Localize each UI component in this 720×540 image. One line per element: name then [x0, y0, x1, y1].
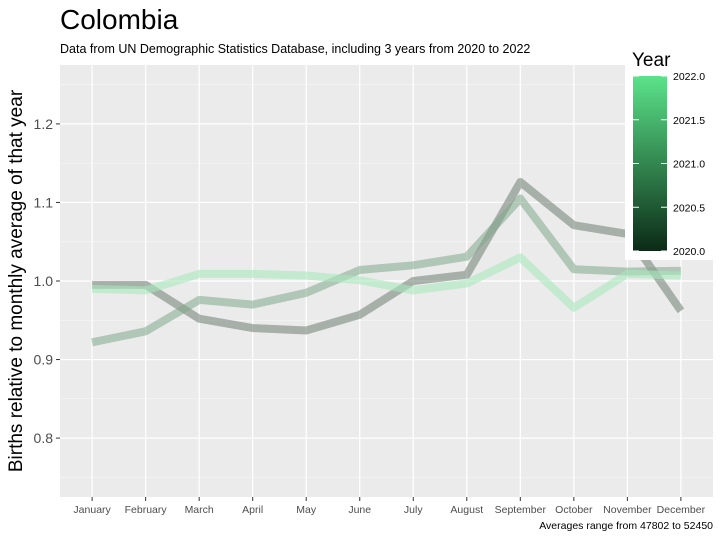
- x-tick-label: February: [125, 504, 168, 516]
- y-tick-label: 0.9: [34, 352, 54, 368]
- series-layer: [91, 178, 685, 347]
- legend-tick-label: 2020.5: [673, 202, 705, 214]
- legend-tick-label: 2021.5: [673, 115, 705, 127]
- x-tick-label: January: [73, 504, 111, 516]
- series-line-2020: [92, 178, 685, 335]
- y-axis-label: Births relative to monthly average of th…: [6, 89, 27, 472]
- y-axis-ticks: 0.8 0.9 1.0 1.1 1.2: [34, 116, 60, 446]
- legend-tick-label: 2020.0: [673, 246, 705, 258]
- x-tick-label: October: [555, 504, 593, 516]
- legend-tick-label: 2022.0: [673, 71, 705, 83]
- x-tick-label: March: [185, 504, 214, 516]
- legend: Year 2020.0 2020.5 2021.0 2021.5 2022.0: [625, 44, 717, 260]
- x-tick-label: April: [242, 504, 263, 516]
- y-tick-label: 0.8: [34, 430, 54, 446]
- chart-title: Colombia: [60, 4, 179, 35]
- x-tick-label: June: [348, 504, 371, 516]
- chart-subtitle: Data from UN Demographic Statistics Data…: [60, 42, 530, 56]
- x-tick-label: August: [450, 504, 483, 516]
- series-line-2022: [91, 253, 682, 312]
- x-axis-ticks: January February March April May June July Augu…: [73, 497, 706, 516]
- x-tick-label: May: [296, 504, 317, 516]
- x-tick-label: November: [603, 504, 652, 516]
- legend-tick-label: 2021.0: [673, 159, 705, 171]
- y-tick-label: 1.2: [34, 116, 54, 132]
- y-tick-label: 1.0: [34, 273, 54, 289]
- legend-title: Year: [632, 50, 671, 71]
- chart-caption: Averages range from 47802 to 52450: [539, 520, 713, 532]
- series-line-2021: [91, 194, 681, 347]
- x-tick-label: July: [404, 504, 423, 516]
- x-tick-label: December: [657, 504, 706, 516]
- x-tick-label: September: [495, 504, 547, 516]
- y-tick-label: 1.1: [34, 194, 54, 210]
